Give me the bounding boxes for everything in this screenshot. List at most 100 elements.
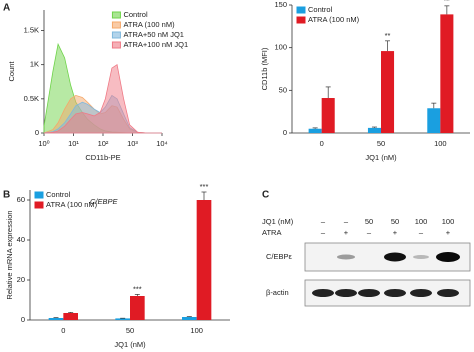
legend-swatch <box>34 191 44 199</box>
significance: *** <box>133 284 142 293</box>
blot-row-label: β-actin <box>266 288 289 297</box>
x-tick-label: 50 <box>126 326 134 335</box>
band <box>312 289 334 297</box>
x-axis-label: JQ1 (nM) <box>114 340 146 349</box>
error-bar <box>385 40 391 52</box>
panel-label: C <box>262 190 269 201</box>
y-axis-label: Relative mRNA expression <box>5 210 14 299</box>
blot-header: ATRA <box>262 228 281 237</box>
band <box>436 252 460 262</box>
lane-label: + <box>344 228 349 237</box>
lane-label: 100 <box>415 217 428 226</box>
lane-label: 50 <box>391 217 399 226</box>
lane-label: – <box>321 228 326 237</box>
chart-title: C/EBPE <box>90 197 119 206</box>
x-tick-label: 10² <box>98 139 109 148</box>
blot-row-label: C/EBPε <box>266 252 293 261</box>
panel-label: A <box>3 3 10 14</box>
legend-label: Control <box>308 5 333 14</box>
panel-label: B <box>3 190 10 201</box>
band <box>384 252 406 262</box>
bar <box>308 128 322 133</box>
y-tick-label: 20 <box>17 275 25 284</box>
lane-label: – <box>367 228 372 237</box>
blot-bands <box>312 252 460 297</box>
bar <box>440 14 454 134</box>
error-bar <box>431 102 437 109</box>
error-bar <box>444 5 450 15</box>
error-bar <box>68 312 74 313</box>
band <box>335 289 357 297</box>
lane-label: + <box>446 228 451 237</box>
band <box>337 254 355 260</box>
bar <box>115 318 130 320</box>
lane-label: 100 <box>442 217 455 226</box>
legend-swatch <box>296 6 306 14</box>
bar <box>427 108 441 133</box>
y-tick-label: 60 <box>17 195 25 204</box>
legend-label: Control <box>46 190 71 199</box>
significance: ** <box>385 31 391 40</box>
y-axis-label: Count <box>7 61 16 82</box>
legend-swatch <box>34 201 44 209</box>
significance: ** <box>444 0 450 5</box>
y-tick-label: 40 <box>17 235 25 244</box>
legend-swatch <box>111 31 121 39</box>
band <box>384 289 406 297</box>
bar <box>182 317 197 320</box>
legend-swatch <box>296 16 306 24</box>
lane-label: + <box>393 228 398 237</box>
x-tick-label: 100 <box>190 326 203 335</box>
x-tick-label: 10⁴ <box>156 139 168 148</box>
y-tick-label: 150 <box>274 0 287 9</box>
significance: *** <box>200 182 209 191</box>
bar <box>63 313 78 320</box>
legend-swatch <box>111 11 121 19</box>
lane-label: 50 <box>365 217 373 226</box>
band <box>410 289 432 297</box>
error-bar <box>371 126 377 128</box>
legend-label: ATRA (100 nM) <box>308 15 360 24</box>
band <box>413 255 429 259</box>
legend-label: ATRA (100 nM) <box>46 200 98 209</box>
x-axis-label: CD11b-PE <box>85 153 120 162</box>
error-bar <box>134 294 140 296</box>
x-tick-label: 10¹ <box>68 139 79 148</box>
lane-label: – <box>419 228 424 237</box>
bar <box>196 200 212 320</box>
legend-label: Control <box>123 10 148 19</box>
legend-label: ATRA (100 nM) <box>123 20 175 29</box>
y-tick-label: 0 <box>283 128 287 137</box>
y-tick-label: 50 <box>279 85 287 94</box>
bar <box>130 296 145 320</box>
bar <box>367 127 381 133</box>
bar <box>381 51 395 133</box>
histogram-area <box>43 64 162 134</box>
y-tick-label: 0 <box>35 128 39 137</box>
legend-swatch <box>111 41 121 49</box>
band <box>437 289 459 297</box>
lane-label: – <box>321 217 326 226</box>
y-tick-label: 0.5K <box>24 94 39 103</box>
legend-label: ATRA+50 nM JQ1 <box>123 30 184 39</box>
y-tick-label: 1.5K <box>24 25 39 34</box>
y-tick-label: 100 <box>274 43 287 52</box>
x-tick-label: 10³ <box>127 139 138 148</box>
error-bar <box>325 86 331 99</box>
x-tick-label: 100 <box>434 139 447 148</box>
x-axis-label: JQ1 (nM) <box>365 153 397 162</box>
legend-swatch <box>111 21 121 29</box>
bar <box>48 318 64 320</box>
legend-label: ATRA+100 nM JQ1 <box>123 40 188 49</box>
x-tick-label: 10⁰ <box>38 139 49 148</box>
x-tick-label: 0 <box>61 326 65 335</box>
bar <box>321 98 335 133</box>
y-tick-label: 0 <box>21 315 25 324</box>
x-tick-label: 0 <box>320 139 324 148</box>
blot-header: JQ1 (nM) <box>262 217 294 226</box>
error-bar <box>201 191 207 200</box>
error-bar <box>312 127 318 129</box>
x-tick-label: 50 <box>377 139 385 148</box>
y-tick-label: 1K <box>30 60 39 69</box>
